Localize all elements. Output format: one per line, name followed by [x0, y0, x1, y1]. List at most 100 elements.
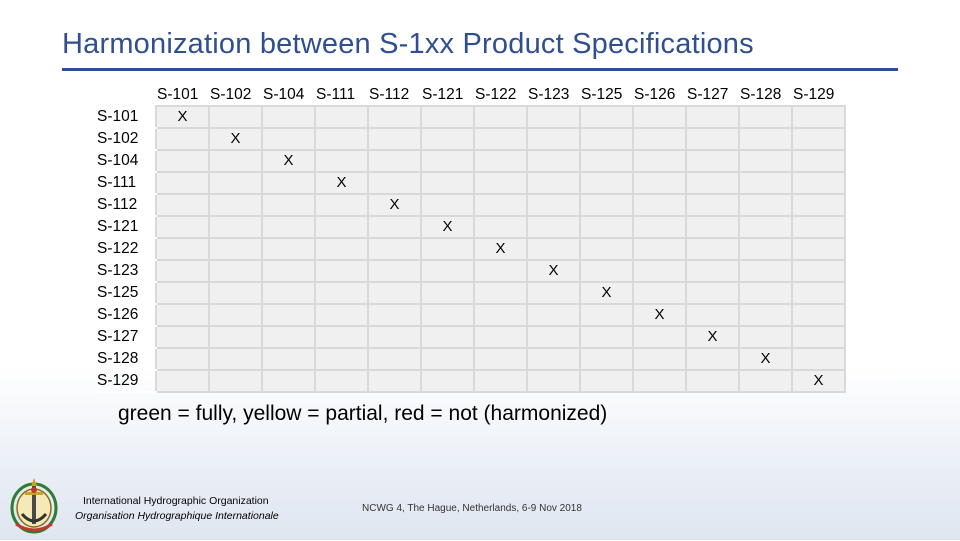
matrix-cell	[791, 281, 846, 305]
matrix-cell	[261, 215, 316, 239]
matrix-cell	[261, 105, 316, 129]
matrix-cell	[420, 347, 475, 371]
matrix-cell	[632, 193, 687, 217]
matrix-row: S-126 X	[96, 303, 846, 327]
matrix-cell	[473, 325, 528, 349]
matrix-cell	[208, 303, 263, 327]
matrix-cell	[579, 237, 634, 261]
matrix-cell	[367, 325, 422, 349]
matrix-cell	[367, 369, 422, 393]
matrix-cell	[473, 149, 528, 173]
matrix-cell	[579, 105, 634, 129]
row-header: S-102	[96, 128, 156, 151]
column-header: S-128	[740, 85, 782, 103]
matrix-cell: X	[579, 281, 634, 305]
row-header: S-101	[96, 106, 156, 129]
matrix-cell	[420, 369, 475, 393]
matrix-cell	[791, 215, 846, 239]
legend-text: green = fully, yellow = partial, red = n…	[118, 402, 608, 425]
matrix-row: S-123 X	[96, 259, 846, 283]
matrix-cell	[579, 215, 634, 239]
matrix-cell	[208, 105, 263, 129]
matrix-cell	[420, 171, 475, 195]
column-header: S-112	[369, 85, 410, 103]
matrix-cell	[579, 259, 634, 283]
matrix-cell	[685, 237, 740, 261]
matrix-cell	[208, 237, 263, 261]
matrix-cell	[473, 105, 528, 129]
column-header: S-111	[316, 85, 356, 103]
matrix-cell	[685, 127, 740, 151]
matrix-cell	[526, 171, 581, 195]
matrix-cell: X	[791, 369, 846, 393]
matrix-row: S-125 X	[96, 281, 846, 305]
matrix-cell	[738, 215, 793, 239]
matrix-cell	[155, 369, 210, 393]
matrix-cell	[314, 105, 369, 129]
matrix-cell	[791, 171, 846, 195]
column-header: S-102	[210, 85, 252, 103]
matrix-cell	[632, 171, 687, 195]
matrix-corner	[96, 84, 156, 106]
matrix-cell	[261, 281, 316, 305]
column-header: S-129	[793, 85, 835, 103]
matrix-cell: X	[738, 347, 793, 371]
matrix-cell	[261, 325, 316, 349]
matrix-cell	[738, 127, 793, 151]
matrix-cell	[367, 347, 422, 371]
matrix-cell	[261, 303, 316, 327]
matrix-cell	[579, 303, 634, 327]
matrix-cell	[685, 193, 740, 217]
row-header: S-129	[96, 370, 156, 393]
matrix-cell	[420, 237, 475, 261]
matrix-cell	[526, 303, 581, 327]
matrix-row: S-128 X	[96, 347, 846, 371]
matrix-cell	[367, 149, 422, 173]
matrix-cell	[738, 259, 793, 283]
matrix-cell	[473, 171, 528, 195]
matrix-cell	[473, 127, 528, 151]
matrix-cell	[314, 325, 369, 349]
row-header: S-122	[96, 238, 156, 261]
matrix-row: S-121 X	[96, 215, 846, 239]
matrix-cell	[579, 325, 634, 349]
matrix-cell	[579, 369, 634, 393]
matrix-cell	[632, 325, 687, 349]
matrix-cell	[314, 193, 369, 217]
matrix-cell	[632, 281, 687, 305]
matrix-cell	[314, 281, 369, 305]
matrix-cell	[579, 193, 634, 217]
matrix-cell	[526, 347, 581, 371]
matrix-cell	[738, 325, 793, 349]
matrix-cell	[420, 149, 475, 173]
slide-title: Harmonization between S-1xx Product Spec…	[62, 28, 754, 60]
matrix-cell	[367, 105, 422, 129]
matrix-cell	[155, 193, 210, 217]
org-name-english: International Hydrographic Organization	[83, 495, 269, 507]
matrix-cell	[632, 127, 687, 151]
matrix-cell	[473, 215, 528, 239]
matrix-cell	[208, 215, 263, 239]
matrix-cell	[155, 171, 210, 195]
row-header: S-121	[96, 216, 156, 239]
matrix-cell: X	[526, 259, 581, 283]
matrix-row: S-104 X	[96, 149, 846, 173]
matrix-cell	[632, 237, 687, 261]
matrix-cell	[155, 215, 210, 239]
matrix-cell	[420, 193, 475, 217]
matrix-row: S-122 X	[96, 237, 846, 261]
matrix-cell: X	[261, 149, 316, 173]
matrix-cell	[791, 127, 846, 151]
matrix-cell	[526, 105, 581, 129]
matrix-cell	[261, 369, 316, 393]
matrix-cell	[791, 325, 846, 349]
harmonization-matrix: S-101 S-102 S-104 S-111 S-112 S-121 S-12…	[96, 84, 846, 393]
matrix-cell	[155, 127, 210, 151]
matrix-cell	[367, 281, 422, 305]
matrix-cell	[155, 303, 210, 327]
matrix-cell	[579, 127, 634, 151]
matrix-cell: X	[155, 105, 210, 129]
matrix-cell	[367, 127, 422, 151]
matrix-cell	[526, 325, 581, 349]
matrix-cell	[420, 127, 475, 151]
